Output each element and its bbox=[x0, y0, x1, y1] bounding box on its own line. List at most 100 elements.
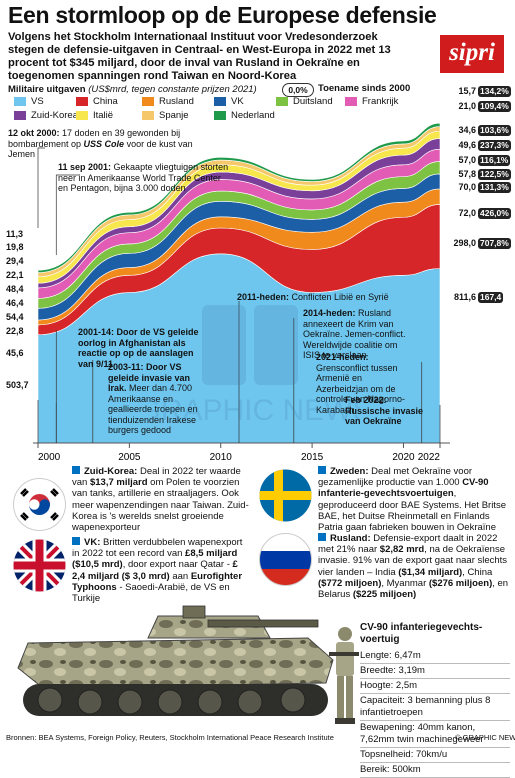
legend-item: China bbox=[76, 96, 118, 107]
legend-swatch bbox=[142, 97, 154, 106]
annotation-afghanistan: 2001-14: Door de VS geleide oorlog in Af… bbox=[78, 327, 199, 369]
legend-swatch bbox=[142, 111, 154, 120]
uk-flag-icon bbox=[13, 539, 66, 592]
legend-swatch bbox=[214, 111, 226, 120]
legend-swatch bbox=[14, 111, 26, 120]
annotation-oekraine: Feb 2022: Russische invasie van Oekraïne bbox=[345, 395, 424, 426]
annotation-connector bbox=[37, 147, 45, 228]
left-value-label: 22,8 bbox=[6, 326, 24, 336]
legend-label: VS bbox=[31, 96, 44, 107]
legend-swatch bbox=[76, 97, 88, 106]
spec-box: CV-90 infanteriegevechts-voertuig Lengte… bbox=[360, 622, 510, 778]
left-value-label: 11,3 bbox=[6, 229, 24, 239]
spec-row: Breedte: 3,19m bbox=[360, 664, 510, 679]
right-value-label: 57,8 bbox=[458, 169, 476, 179]
pct-label: Toename sinds 2000 bbox=[318, 83, 411, 94]
legend-item: Duitsland bbox=[276, 96, 333, 107]
legend-label: Spanje bbox=[159, 110, 189, 121]
legend-item: Zuid-Korea bbox=[14, 110, 78, 121]
x-tick-label: 2005 bbox=[118, 452, 141, 463]
section-vk: VK: Britten verdubbelen wapenexport in 2… bbox=[72, 537, 243, 605]
right-value-label: 72,0 bbox=[458, 208, 476, 218]
left-value-label: 29,4 bbox=[6, 256, 24, 266]
section-zweden: Zweden: Deal met Oekraïne voor gezamenli… bbox=[318, 466, 506, 534]
page-title: Een stormloop op de Europese defensie bbox=[8, 2, 437, 28]
right-pct-badge: 122,5% bbox=[478, 169, 511, 180]
legend-item: VS bbox=[14, 96, 44, 107]
left-value-label: 503,7 bbox=[6, 380, 29, 390]
spec-row: Lengte: 6,47m bbox=[360, 649, 510, 664]
right-pct-badge: 707,8% bbox=[478, 238, 511, 249]
legend-item: Frankrijk bbox=[345, 96, 398, 107]
legend-swatch bbox=[14, 97, 26, 106]
x-tick-label: 2010 bbox=[210, 452, 233, 463]
right-pct-badge: 109,4% bbox=[478, 101, 511, 112]
unit-label: Militaire uitgaven (US$mrd, tegen consta… bbox=[8, 84, 257, 95]
legend-swatch bbox=[214, 97, 226, 106]
right-pct-badge: 131,3% bbox=[478, 182, 511, 193]
legend-item: Rusland bbox=[142, 96, 194, 107]
sweden-flag-icon bbox=[259, 469, 312, 522]
spec-row: Bereik: 500km bbox=[360, 763, 510, 778]
section-zuid-korea: Zuid-Korea: Deal in 2022 ter waarde van … bbox=[72, 466, 249, 534]
x-tick-label: 2000 bbox=[38, 452, 61, 463]
legend-item: Nederland bbox=[214, 110, 275, 121]
spec-title: CV-90 infanteriegevechts-voertuig bbox=[360, 622, 483, 645]
annotation-irak: 2003-11: Door VS geleide invasie van Ira… bbox=[108, 362, 198, 435]
russia-flag-icon bbox=[259, 533, 312, 586]
legend-item: Spanje bbox=[142, 110, 189, 121]
left-value-label: 54,4 bbox=[6, 312, 24, 322]
legend-label: Rusland bbox=[159, 96, 194, 107]
left-value-label: 48,4 bbox=[6, 284, 24, 294]
credit: © GRAPHIC NEWS bbox=[455, 733, 515, 742]
south-korea-flag-icon bbox=[13, 478, 66, 531]
left-value-label: 22,1 bbox=[6, 270, 24, 280]
subtitle: Volgens het Stockholm Internationaal Ins… bbox=[8, 31, 391, 82]
right-value-label: 811,6 bbox=[453, 292, 476, 302]
annotation-nagorno: 2021-heden: Grensconflict tussen Armenië… bbox=[316, 352, 406, 415]
right-value-label: 15,7 bbox=[458, 86, 476, 96]
spec-row: Capaciteit: 3 bemanning plus 8 infantiet… bbox=[360, 694, 510, 721]
area-chart: 2000 2005 2010 2015 2020 2022 bbox=[33, 122, 450, 463]
right-pct-badge: 116,1% bbox=[478, 155, 511, 166]
annotation-uss-cole: 12 okt 2000: 17 doden en 39 gewonden bij… bbox=[8, 128, 193, 159]
right-pct-badge: 167,4 bbox=[478, 292, 504, 303]
legend-swatch bbox=[276, 97, 288, 106]
soldier-illustration bbox=[329, 627, 359, 724]
legend-label: China bbox=[93, 96, 118, 107]
right-value-label: 298,0 bbox=[453, 238, 476, 248]
right-value-label: 21,0 bbox=[458, 101, 476, 111]
left-value-label: 46,4 bbox=[6, 298, 24, 308]
right-pct-badge: 237,3% bbox=[478, 140, 511, 151]
legend-swatch bbox=[76, 111, 88, 120]
left-value-label: 19,8 bbox=[6, 242, 24, 252]
x-tick-label: 2022 bbox=[418, 452, 441, 463]
legend-item: Italië bbox=[76, 110, 113, 121]
legend-label: Frankrijk bbox=[362, 96, 399, 107]
section-rusland: Rusland: Defensie-export daalt in 2022 m… bbox=[318, 533, 509, 601]
area-nederland bbox=[37, 122, 441, 273]
annotation-libie-syrie: 2011-heden: Conflicten Libië en Syrië bbox=[237, 292, 389, 302]
right-value-label: 34,6 bbox=[458, 125, 476, 135]
annotation-9-11: 11 sep 2001: Gekaapte vliegtuigen storte… bbox=[58, 162, 229, 193]
legend-label: VK bbox=[231, 96, 244, 107]
legend-item: VK bbox=[214, 96, 244, 107]
x-tick-label: 2015 bbox=[301, 452, 324, 463]
annotation-connector bbox=[55, 174, 80, 255]
legend-label: Italië bbox=[93, 110, 114, 121]
sources: Bronnen: BEA Systems, Foreign Policy, Re… bbox=[6, 733, 334, 742]
cv90-vehicle-illustration bbox=[17, 605, 334, 716]
right-pct-badge: 103,6% bbox=[478, 125, 511, 136]
legend-label: Duitsland bbox=[293, 96, 333, 107]
right-value-label: 57,0 bbox=[458, 155, 476, 165]
annotation-krim: 2014-heden: Rusland annexeert de Krim va… bbox=[303, 308, 406, 360]
spec-row: Topsnelheid: 70km/u bbox=[360, 748, 510, 763]
legend-label: Zuid-Korea bbox=[31, 110, 78, 121]
legend-swatch bbox=[345, 97, 357, 106]
x-tick-label: 2020 bbox=[392, 452, 415, 463]
spec-row: Hoogte: 2,5m bbox=[360, 679, 510, 694]
right-pct-badge: 134,2% bbox=[478, 86, 511, 97]
sipri-logo: sipri bbox=[440, 35, 504, 73]
right-value-label: 49,6 bbox=[458, 140, 476, 150]
pct-badge: 0,0% bbox=[282, 83, 314, 97]
